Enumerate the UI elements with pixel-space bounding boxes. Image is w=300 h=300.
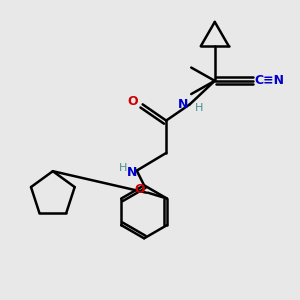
Text: N: N [127, 166, 137, 178]
Text: H: H [119, 163, 128, 173]
Text: O: O [128, 95, 138, 108]
Text: N: N [178, 98, 188, 111]
Text: H: H [195, 103, 203, 113]
Text: C≡N: C≡N [254, 74, 284, 87]
Text: O: O [134, 183, 145, 196]
